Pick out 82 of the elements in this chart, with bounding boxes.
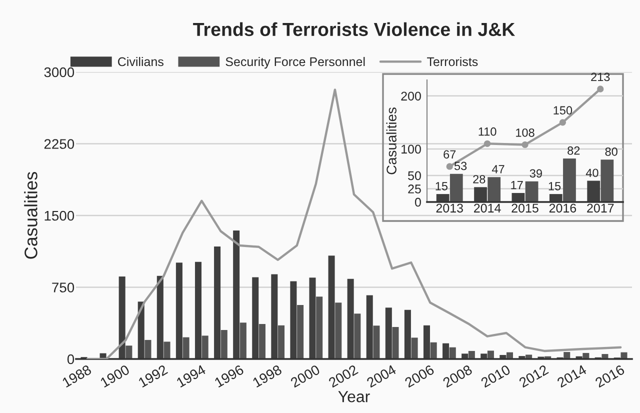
y-tick-label: 750 xyxy=(52,282,74,292)
legend-label: Security Force Personnel xyxy=(226,56,365,69)
bar xyxy=(430,342,437,359)
bar xyxy=(240,322,246,359)
x-tick-label: 2016 xyxy=(549,204,576,213)
data-label: 15 xyxy=(548,182,561,190)
y-axis-title: Casualities xyxy=(24,172,38,259)
y-tick-label: 100 xyxy=(402,144,421,154)
x-tick-label: 2016 xyxy=(594,364,626,388)
bar xyxy=(450,174,463,202)
point xyxy=(559,119,566,126)
x-tick-label: 2015 xyxy=(512,204,538,213)
data-label: 110 xyxy=(478,127,496,136)
bar xyxy=(278,325,285,359)
x-tick-label: 2010 xyxy=(480,364,511,388)
x-tick-label: 2006 xyxy=(404,364,435,388)
data-label: 67 xyxy=(444,150,456,159)
x-tick-label: 2017 xyxy=(587,204,614,213)
y-axis-title: Casualities xyxy=(386,108,396,174)
bar xyxy=(335,302,342,359)
bar xyxy=(487,350,494,359)
bar xyxy=(354,314,361,359)
data-label: 82 xyxy=(568,146,580,155)
y-tick-label: 25 xyxy=(408,184,421,194)
bar xyxy=(392,326,399,359)
data-label: 108 xyxy=(516,128,534,137)
y-tick-label: 50 xyxy=(408,171,421,180)
legend-label: Terrorists xyxy=(427,56,478,66)
point xyxy=(446,163,453,170)
line-series xyxy=(86,88,622,359)
bar xyxy=(488,177,501,202)
point xyxy=(597,86,604,92)
bar xyxy=(373,326,380,359)
x-tick-label: 2004 xyxy=(366,364,397,388)
x-tick-label: 2014 xyxy=(474,204,501,213)
x-tick-label: 2013 xyxy=(436,204,463,213)
data-label: 15 xyxy=(436,182,448,190)
x-tick-label: 1900 xyxy=(100,364,130,388)
bar xyxy=(202,336,208,359)
x-tick-label: 2008 xyxy=(442,364,473,388)
bar xyxy=(297,304,304,359)
x-axis-title: Year xyxy=(338,391,370,402)
bar xyxy=(182,337,190,359)
data-label: 28 xyxy=(473,175,486,184)
bar xyxy=(164,342,170,359)
bar xyxy=(449,347,456,359)
data-label: 53 xyxy=(454,162,467,170)
x-tick-label: 1994 xyxy=(176,364,206,388)
x-tick-label: 1988 xyxy=(62,364,92,388)
point xyxy=(522,141,528,148)
chart-title: Trends of Terrorists Violence in J&K xyxy=(193,22,516,36)
bar xyxy=(563,158,576,202)
x-tick-label: 1998 xyxy=(252,364,282,388)
y-tick-label: 0 xyxy=(414,198,421,207)
y-tick-label: 200 xyxy=(401,92,421,101)
data-label: 213 xyxy=(591,72,610,82)
bar xyxy=(316,296,323,359)
data-label: 40 xyxy=(586,168,598,178)
y-tick-label: 1500 xyxy=(44,210,74,221)
legend-label: Civilians xyxy=(118,56,164,66)
bar xyxy=(258,324,266,359)
y-tick-label: 3000 xyxy=(44,67,74,78)
x-tick-label: 1996 xyxy=(214,364,244,388)
x-tick-label: 2002 xyxy=(328,364,358,388)
x-tick-label: 2014 xyxy=(556,364,588,388)
point xyxy=(484,140,491,147)
bar xyxy=(600,160,614,202)
bar xyxy=(220,330,228,359)
data-label: 39 xyxy=(530,169,542,178)
x-tick-label: 1992 xyxy=(138,364,168,388)
x-tick-label: 2000 xyxy=(290,364,321,388)
bar xyxy=(525,181,538,202)
data-label: 150 xyxy=(554,106,572,115)
data-label: 17 xyxy=(511,181,523,190)
y-tick-label: 0 xyxy=(67,354,74,364)
bar xyxy=(144,340,152,359)
y-tick-label: 2250 xyxy=(44,139,74,149)
x-tick-label: 2012 xyxy=(518,364,549,388)
data-label: 47 xyxy=(492,165,504,174)
bar xyxy=(411,338,418,359)
bar xyxy=(126,346,132,359)
data-label: 80 xyxy=(605,147,618,156)
